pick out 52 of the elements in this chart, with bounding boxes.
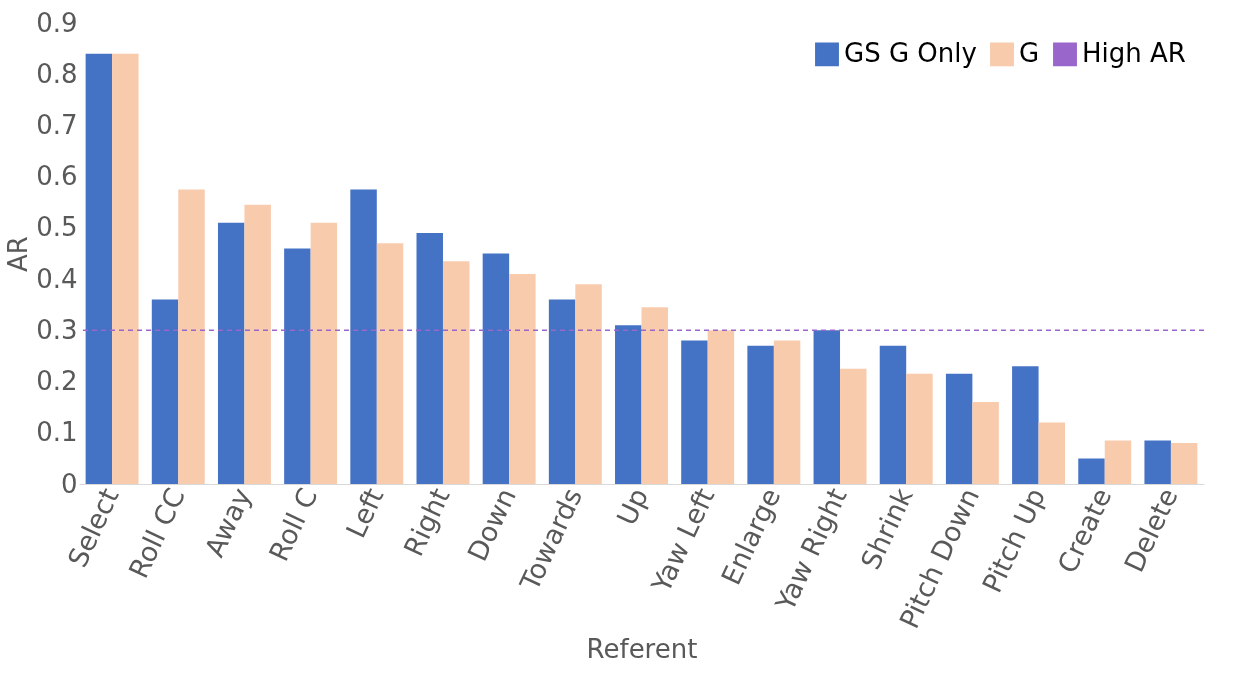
- bar: [906, 373, 933, 484]
- bar: [1012, 366, 1039, 484]
- y-tick-label: 0.8: [36, 58, 78, 89]
- legend-label: High AR: [1082, 38, 1186, 69]
- bar: [112, 53, 139, 484]
- bar: [641, 307, 668, 484]
- y-tick-label: 0.3: [36, 314, 78, 345]
- bar: [1078, 458, 1105, 484]
- bar: [416, 233, 443, 484]
- bar: [972, 402, 999, 484]
- bar: [85, 53, 113, 484]
- y-tick-label: 0.6: [36, 161, 78, 192]
- bar: [1170, 443, 1198, 484]
- bar: [707, 330, 735, 484]
- bar: [813, 330, 841, 484]
- y-axis-title: AR: [3, 236, 34, 272]
- y-tick-label: 0.5: [36, 212, 78, 243]
- bar: [548, 299, 576, 484]
- bar: [681, 340, 708, 484]
- x-tick-label: Up: [610, 483, 655, 530]
- bar: [310, 222, 338, 484]
- bar: [244, 204, 271, 484]
- y-tick-label: 0.9: [36, 7, 78, 38]
- bar: [178, 189, 205, 484]
- bar: [1038, 422, 1066, 484]
- bar: [376, 243, 404, 484]
- bar: [1104, 440, 1132, 484]
- bar: [773, 340, 801, 484]
- y-tick-label: 0.2: [36, 366, 78, 397]
- bar: [879, 345, 907, 484]
- bar: [945, 373, 973, 484]
- legend-label: GS G Only: [844, 38, 977, 69]
- bar: [442, 261, 470, 484]
- bar: [350, 189, 377, 484]
- legend-label: G: [1019, 38, 1040, 69]
- bar: [747, 345, 774, 484]
- bar: [482, 253, 510, 484]
- bar: [575, 284, 602, 484]
- bar: [840, 368, 867, 484]
- y-tick-label: 0.7: [36, 109, 78, 140]
- x-axis-title: Referent: [586, 633, 698, 664]
- x-tick-label: Left: [339, 483, 390, 543]
- bar: [217, 222, 245, 484]
- bar: [509, 273, 536, 484]
- y-tick-label: 0.4: [36, 263, 78, 294]
- x-tick-label: Roll C: [262, 483, 324, 566]
- bar: [615, 325, 642, 484]
- bar: [151, 299, 179, 484]
- x-tick-label: Roll CC: [122, 483, 191, 583]
- y-tick-label: 0.1: [36, 417, 78, 448]
- bar: [1144, 440, 1171, 484]
- bar: [284, 248, 311, 484]
